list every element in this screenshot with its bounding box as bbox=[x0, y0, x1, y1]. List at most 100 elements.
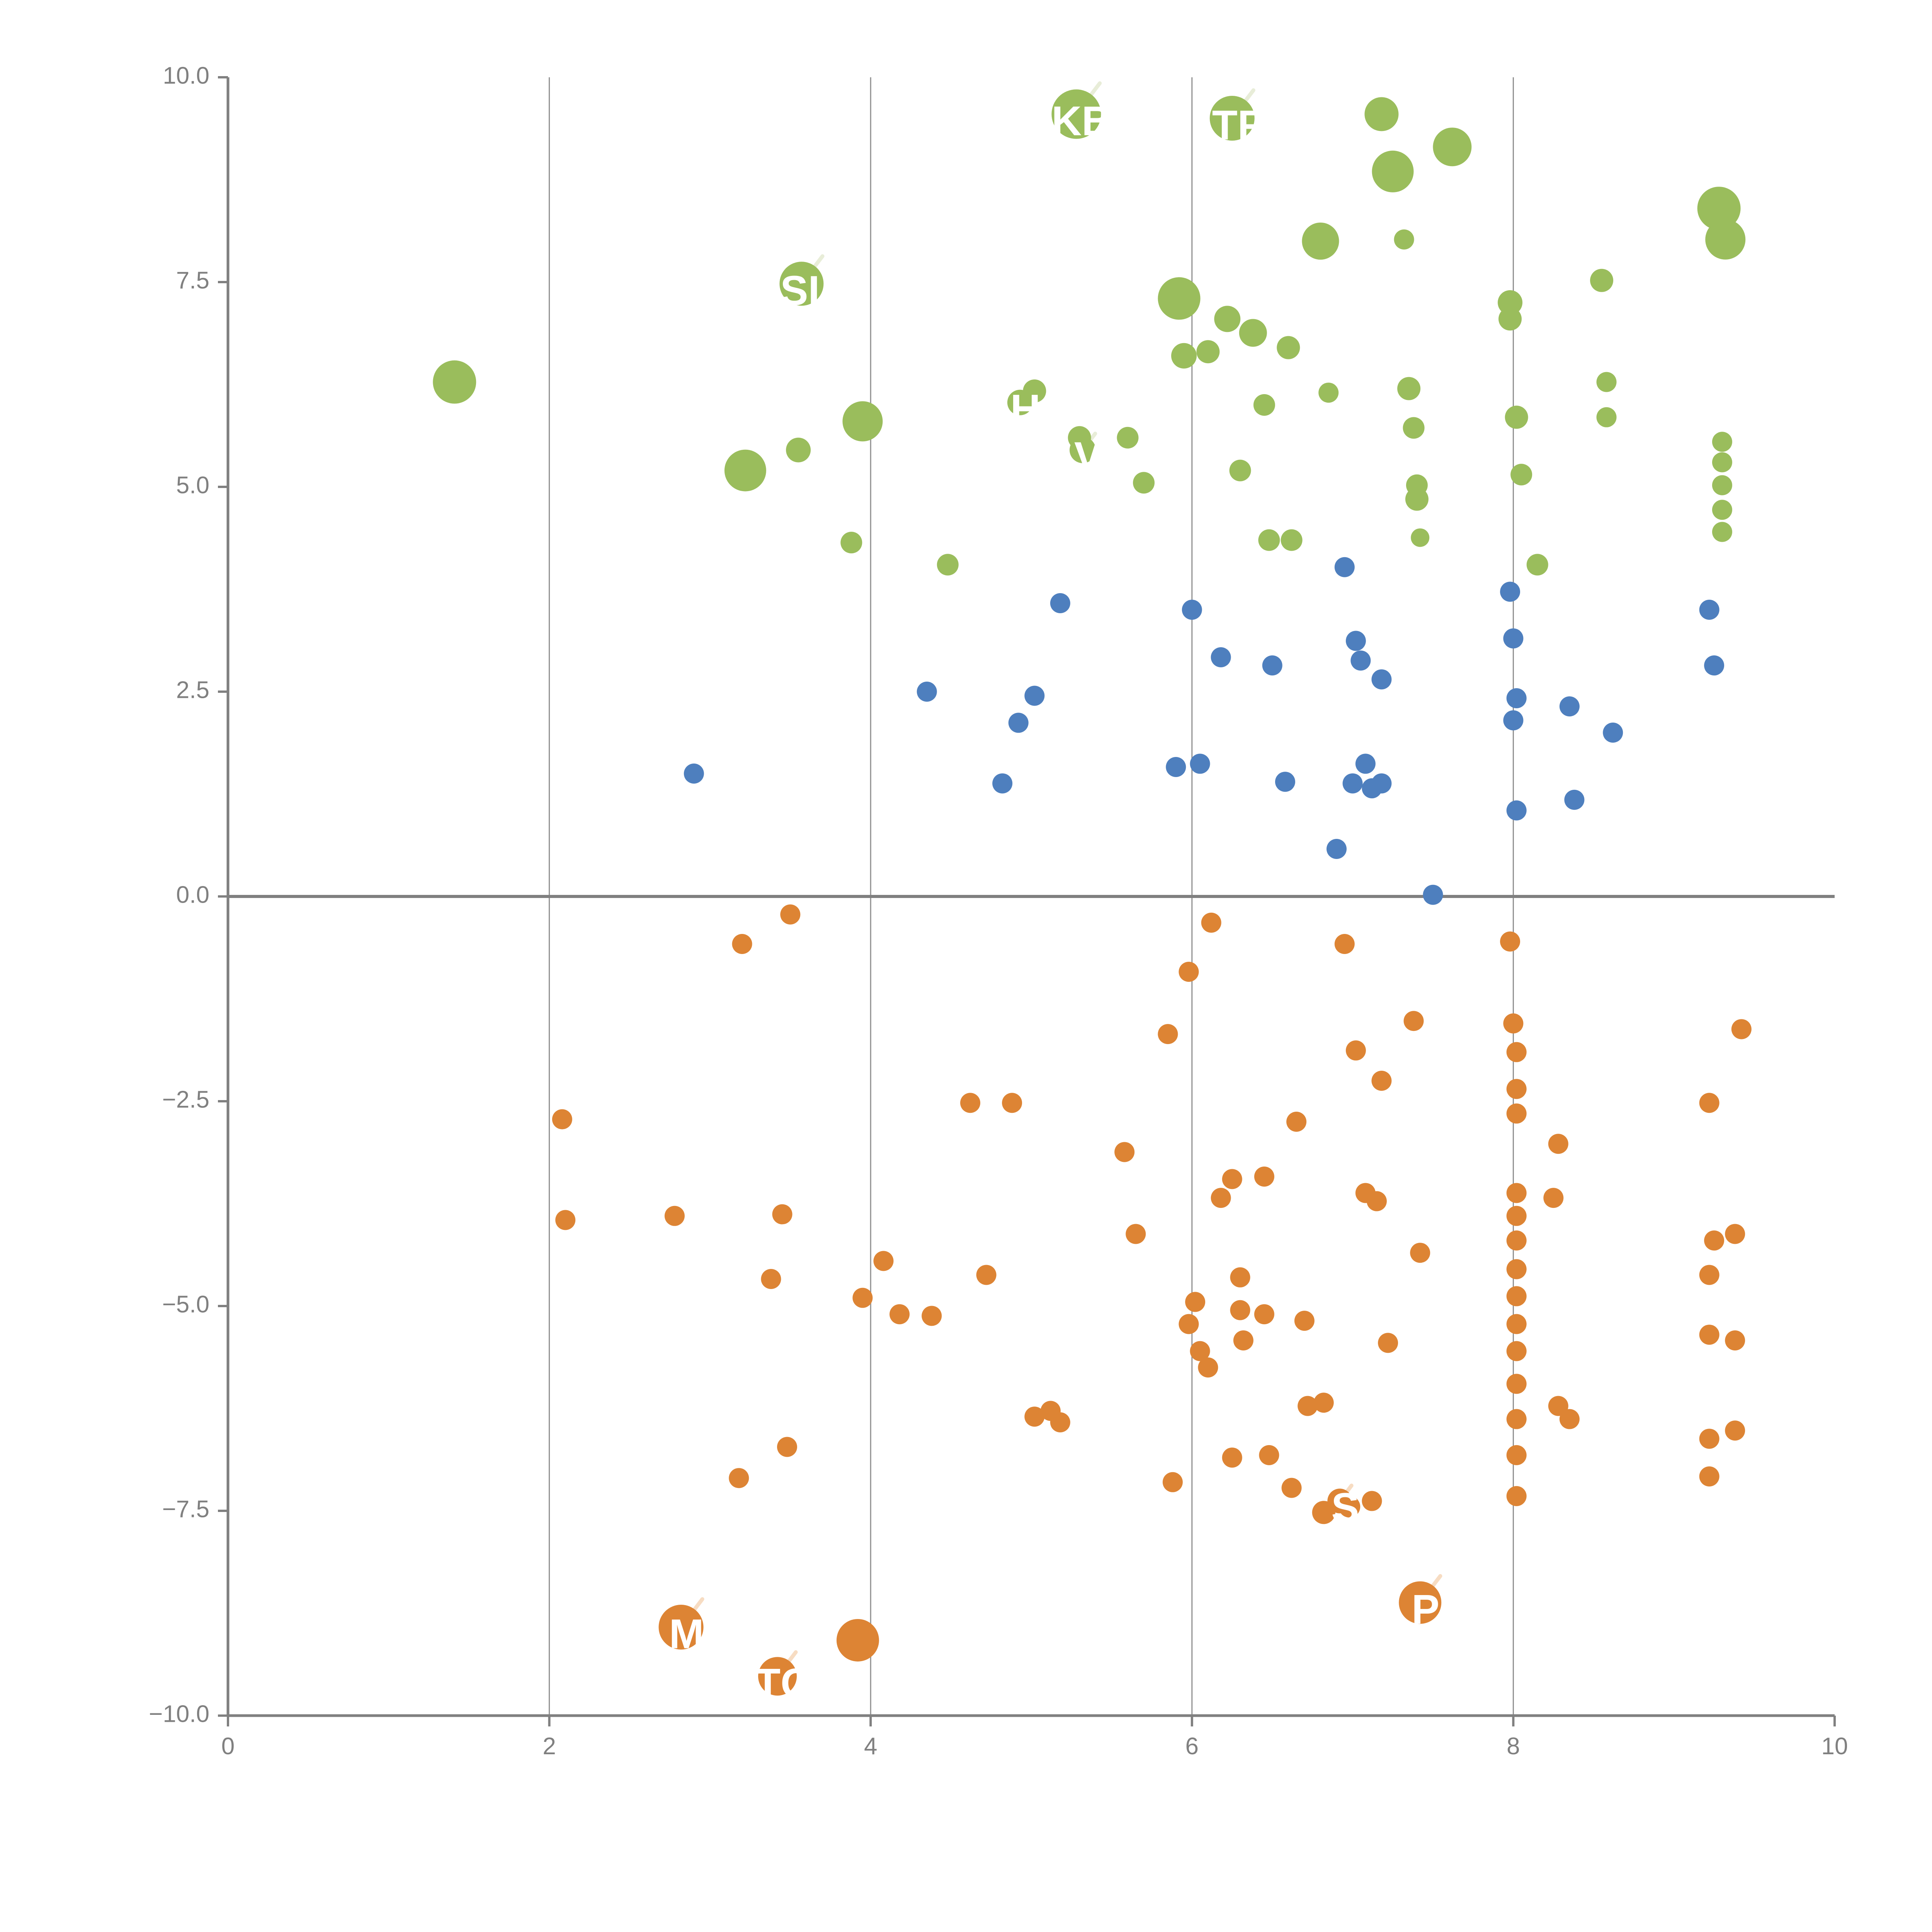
data-point-blue bbox=[1342, 773, 1363, 794]
data-point-green bbox=[1712, 475, 1732, 495]
data-point-orange bbox=[1731, 1019, 1752, 1039]
data-point-orange bbox=[873, 1251, 894, 1271]
data-point-orange bbox=[1294, 1311, 1315, 1331]
y-tick-label: 5.0 bbox=[176, 472, 209, 498]
data-point-orange bbox=[1506, 1409, 1527, 1429]
data-point-blue bbox=[1423, 884, 1443, 905]
data-point-orange bbox=[1024, 1406, 1045, 1427]
data-point-blue bbox=[1506, 800, 1527, 821]
data-point-orange bbox=[1506, 1183, 1527, 1203]
data-point-orange bbox=[658, 1605, 704, 1650]
data-point-green bbox=[1498, 290, 1523, 315]
bubble-text-label: KB bbox=[1051, 97, 1112, 144]
data-point-orange bbox=[852, 1287, 873, 1308]
data-point-blue bbox=[1182, 600, 1202, 620]
data-point-orange bbox=[1158, 1024, 1178, 1044]
data-point-orange bbox=[1286, 1112, 1307, 1132]
data-point-orange bbox=[1002, 1093, 1022, 1113]
data-point-green bbox=[1133, 472, 1155, 494]
data-point-orange bbox=[1399, 1581, 1442, 1624]
data-point-orange bbox=[1198, 1357, 1218, 1378]
axis-ticks bbox=[218, 76, 1836, 1726]
data-point-orange bbox=[1699, 1093, 1719, 1113]
data-point-green bbox=[1277, 336, 1300, 359]
tick-labels: −10.0 −7.5 −5.0 −2.5 0.0 2.5 5.0 7.5 10.0 0 2 4 6 8 10 bbox=[149, 62, 1848, 1760]
data-point-green bbox=[724, 449, 766, 492]
x-tick-label: 6 bbox=[1185, 1733, 1199, 1760]
data-point-orange bbox=[1362, 1491, 1382, 1511]
bubble-text-label: S bbox=[1331, 1484, 1359, 1531]
data-point-blue bbox=[1503, 628, 1524, 649]
data-point-orange bbox=[1281, 1478, 1302, 1498]
data-point-orange bbox=[1506, 1445, 1527, 1465]
data-point-green bbox=[1171, 343, 1197, 369]
data-point-blue bbox=[1008, 713, 1029, 733]
data-point-green bbox=[786, 437, 811, 463]
data-point-orange bbox=[1506, 1259, 1527, 1279]
data-point-orange bbox=[1179, 962, 1199, 982]
data-point-blue bbox=[1704, 655, 1725, 676]
data-point-green bbox=[1505, 405, 1528, 429]
data-point-orange bbox=[1403, 1011, 1424, 1031]
data-point-orange bbox=[772, 1204, 793, 1225]
data-point-orange bbox=[1201, 912, 1221, 933]
data-point-orange bbox=[1506, 1206, 1527, 1226]
data-point-green bbox=[1209, 96, 1255, 141]
data-point-orange bbox=[1338, 1496, 1361, 1518]
data-point-orange bbox=[1704, 1230, 1725, 1251]
data-point-blue bbox=[1371, 669, 1392, 690]
data-point-green bbox=[1229, 459, 1251, 481]
data-point-green bbox=[1364, 97, 1399, 131]
data-point-green bbox=[1510, 464, 1532, 486]
data-point-orange bbox=[1506, 1341, 1527, 1361]
data-point-orange bbox=[1254, 1304, 1274, 1325]
data-point-orange bbox=[1503, 1013, 1524, 1034]
data-point-green bbox=[1712, 522, 1732, 542]
data-point-orange bbox=[1334, 934, 1355, 954]
data-point-blue bbox=[1262, 655, 1282, 676]
bubble-text-label: H bbox=[1010, 386, 1041, 432]
data-point-orange bbox=[1500, 931, 1520, 952]
data-point-orange bbox=[1506, 1230, 1527, 1251]
data-point-orange bbox=[1506, 1079, 1527, 1099]
data-point-orange bbox=[1185, 1292, 1206, 1312]
data-point-blue bbox=[1334, 557, 1355, 577]
data-point-orange bbox=[1559, 1409, 1580, 1429]
data-point-green bbox=[1372, 150, 1414, 192]
data-point-green bbox=[1712, 432, 1732, 452]
data-point-orange bbox=[1725, 1420, 1745, 1441]
data-point-orange bbox=[1211, 1188, 1231, 1208]
data-point-orange bbox=[758, 1657, 797, 1696]
y-tick-label: 7.5 bbox=[176, 267, 209, 294]
bubble-text-label: TF bbox=[1212, 102, 1263, 148]
data-point-blue bbox=[1275, 772, 1295, 792]
data-point-orange bbox=[1699, 1325, 1719, 1345]
data-point-orange bbox=[1506, 1486, 1527, 1506]
data-points bbox=[433, 89, 1752, 1696]
data-point-orange bbox=[1725, 1224, 1745, 1244]
data-point-orange bbox=[1506, 1314, 1527, 1334]
data-point-orange bbox=[1259, 1445, 1279, 1465]
data-point-orange bbox=[780, 904, 801, 925]
data-point-orange bbox=[1230, 1300, 1250, 1320]
data-point-blue bbox=[1166, 757, 1186, 777]
x-tick-label: 0 bbox=[221, 1733, 235, 1760]
data-point-blue bbox=[992, 773, 1013, 794]
data-point-orange bbox=[1050, 1412, 1070, 1433]
y-tick-label: 10.0 bbox=[163, 62, 209, 89]
data-point-green bbox=[1712, 500, 1732, 520]
data-point-orange bbox=[922, 1306, 942, 1326]
data-point-green bbox=[1281, 529, 1303, 551]
data-point-blue bbox=[1190, 753, 1210, 774]
y-tick-label: −10.0 bbox=[149, 1701, 209, 1727]
data-point-orange bbox=[1126, 1224, 1146, 1244]
data-point-green bbox=[1196, 340, 1220, 364]
data-point-orange bbox=[732, 934, 752, 954]
data-point-green bbox=[1590, 269, 1614, 292]
data-point-orange bbox=[1254, 1167, 1274, 1187]
data-point-orange bbox=[1222, 1447, 1242, 1468]
data-point-orange bbox=[1179, 1314, 1199, 1334]
bubble-text-label: P bbox=[1412, 1586, 1439, 1633]
y-tick-label: 2.5 bbox=[176, 677, 209, 703]
data-point-green bbox=[1397, 377, 1421, 400]
